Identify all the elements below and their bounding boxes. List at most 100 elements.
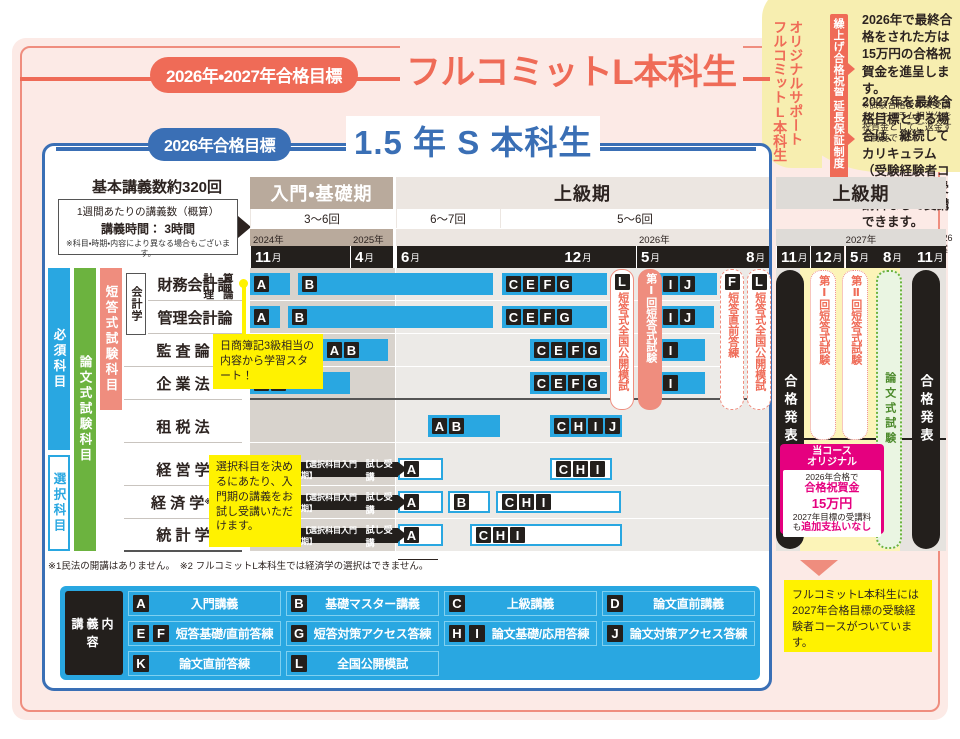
capsule-tanto-chokuzen[interactable]: F 短答直前答練 <box>720 269 744 410</box>
bar-kanri-A[interactable]: A <box>250 306 280 328</box>
basic-lecture-count: 基本講義数約320回 <box>92 179 223 196</box>
chip-A: A <box>327 342 342 358</box>
bar-kansa-AB[interactable]: A B <box>323 339 388 361</box>
original-support-title: オリジナルサポート フルコミットL本科生 <box>772 20 804 170</box>
legend-item-C[interactable]: C 上級講義 <box>444 591 597 616</box>
month-2025-12-num: 12 <box>564 248 582 266</box>
result-announce-right-label: 合格発表 <box>918 373 934 446</box>
legend-item-EF-label: 短答基礎/直前答練 <box>175 627 274 641</box>
period-count-joukyu-2: 5〜6回 <box>500 209 769 228</box>
legend-item-J[interactable]: J 論文対策アクセス答練 <box>602 621 755 646</box>
sentaku-callout-dot-icon-3 <box>292 526 301 535</box>
chip-I: I <box>663 375 678 391</box>
bar-zaimu-A[interactable]: A <box>250 273 290 295</box>
bar-kansa-CEFG[interactable]: C E F G <box>530 339 607 361</box>
bar-tokei-CHI[interactable]: C H I <box>470 524 622 546</box>
legend-item-HI[interactable]: H I 論文基礎/応用答練 <box>444 621 597 646</box>
capsule-tanto-mogi-1-label: 短答式全国公開模試 <box>616 292 629 391</box>
legend-item-K[interactable]: K 論文直前答練 <box>128 651 281 676</box>
bar-tokei-A[interactable]: A <box>398 524 443 546</box>
support-note-kuriage: ※試験合格後の未受講カリキュラム相当分を祝賀金としてご返金する制度です。 <box>862 99 952 143</box>
chip-I: I <box>588 418 603 434</box>
chip-B: B <box>302 276 317 292</box>
legend-item-D-label: 論文直前講義 <box>653 597 724 611</box>
capsule-2027-exam-1[interactable]: 第Ⅰ回短答式試験 <box>810 270 836 440</box>
month-2024-11-unit: 月 <box>271 253 282 264</box>
bar-keizai-B[interactable]: B <box>448 491 490 513</box>
month-2025-12-unit: 月 <box>582 253 592 264</box>
chip-C: C <box>556 461 571 477</box>
chip-H: H <box>573 461 588 477</box>
trial-label-keiei-main: 試し受講 <box>365 458 393 482</box>
chip-J: J <box>607 625 623 642</box>
original-bonus-badge: 当コース オリジナル 2026年合格で 合格祝賀金 15万円 2027年目標の受… <box>780 444 884 538</box>
category-sentaku: 選択科目 <box>48 455 70 551</box>
capsule-2027-exam-2[interactable]: 第Ⅱ回短答式試験 <box>842 270 868 440</box>
month-2027-08r-unit: 月 <box>892 253 902 264</box>
capsule-2027-exam-2-label: 第Ⅱ回短答式試験 <box>849 275 862 365</box>
timeline-row-zaimu: A B C E F G H I J <box>250 268 769 301</box>
timeline-row-tokei: 【選択科目入門期】 試し受講 A C H I <box>250 519 769 552</box>
chip-G: G <box>557 276 572 292</box>
legend-item-A-label: 入門講義 <box>190 597 239 611</box>
chip-I: I <box>590 461 605 477</box>
year-label-2024: 2024年 <box>250 229 350 246</box>
bar-keiei-A[interactable]: A <box>398 458 443 480</box>
bar-keiei-CHI[interactable]: C H I <box>550 458 612 480</box>
chip-G: G <box>291 625 307 642</box>
legend-item-EF[interactable]: E F 短答基礎/直前答練 <box>128 621 281 646</box>
chip-A: A <box>404 461 419 477</box>
sentaku-callout-dot-icon-1 <box>292 460 301 469</box>
capsule-exam-1[interactable]: 第Ⅰ回短答式試験 <box>638 269 662 410</box>
legend-item-A[interactable]: A 入門講義 <box>128 591 281 616</box>
badge-line3: 15万円 <box>811 495 853 511</box>
legend-item-G-label: 短答対策アクセス答練 <box>313 627 432 641</box>
month-2026-12r-num: 12 <box>815 248 832 266</box>
timeline-2027-column: 合格発表 第Ⅰ回短答式試験 第Ⅱ回短答式試験 論文式試験 合格発表 当コース オ… <box>776 268 946 551</box>
badge-line1: 2026年合格で <box>805 472 859 482</box>
chip-C: C <box>506 309 521 325</box>
legend-item-B[interactable]: B 基礎マスター講義 <box>286 591 439 616</box>
chip-I: I <box>510 527 525 543</box>
weekly-lecture-box: 1週間あたりの講義数（概算） 講義時間： 3時間 ※科目・時期・内容により異なる… <box>58 199 238 258</box>
capsule-2027-exam-1-label: 第Ⅰ回短答式試験 <box>817 275 830 365</box>
sentaku-callout: 選択科目を決めるにあたり、入門期の講義をお試し受講いただけます。 <box>209 455 301 547</box>
legend-item-D[interactable]: D 論文直前講義 <box>602 591 755 616</box>
category-tanto-label: 短答式試験科目 <box>103 284 118 394</box>
bar-zaimu-B[interactable]: B <box>298 273 493 295</box>
subject-keiei: 経 営 学 <box>124 453 242 486</box>
subject-keiei-label: 経 営 学 <box>156 461 210 479</box>
trial-label-keizai: 【選択科目入門期】 試し受講 <box>298 492 407 515</box>
chip-I: I <box>663 309 678 325</box>
chip-F: F <box>153 625 169 642</box>
chip-L: L <box>614 274 630 290</box>
capsule-tanto-mogi-1[interactable]: L 短答式全国公開模試 <box>610 269 634 410</box>
period-count-nyumon: 3〜6回 <box>250 209 393 228</box>
capsule-tanto-mogi-2[interactable]: L 短答式全国公開模試 <box>747 269 771 410</box>
bar-sozei-CHIJ[interactable]: C H I J <box>550 415 622 437</box>
legend-item-G[interactable]: G 短答対策アクセス答練 <box>286 621 439 646</box>
timeline-row-keiei: 【選択科目入門期】 試し受講 A C H I <box>250 453 769 486</box>
chip-F: F <box>568 375 583 391</box>
bar-keizai-CHI[interactable]: C H I <box>496 491 621 513</box>
bar-kanri-CEFG[interactable]: C E F G <box>502 306 607 328</box>
result-announce-right[interactable]: 合格発表 <box>912 270 940 549</box>
legend-item-L[interactable]: L 全国公開模試 <box>286 651 439 676</box>
bar-kigyo-CEFG[interactable]: C E F G <box>530 372 607 394</box>
bar-zaimu-CEFG[interactable]: C E F G <box>502 273 607 295</box>
month-2027-08r-num: 8 <box>883 248 892 266</box>
result-announce-left-label: 合格発表 <box>782 373 798 446</box>
outer-course-name: フルコミットL本科生 <box>400 44 743 95</box>
bar-sozei-AB[interactable]: A B <box>428 415 500 437</box>
chip-E: E <box>551 342 566 358</box>
chip-C: C <box>502 494 517 510</box>
sentaku-callout-dot-icon-2 <box>292 493 301 502</box>
bar-kanri-B[interactable]: B <box>288 306 493 328</box>
capsule-tanto-chokuzen-label: 短答直前答練 <box>726 292 739 358</box>
subject-sozei: 租 税 法 <box>124 410 242 443</box>
trial-label-keiei: 【選択科目入門期】 試し受講 <box>298 459 407 482</box>
support-body-encho-text: 2027年を最終合格目標とする場合は、継続してカリキュラム（受験経験者コース）を… <box>862 95 953 230</box>
